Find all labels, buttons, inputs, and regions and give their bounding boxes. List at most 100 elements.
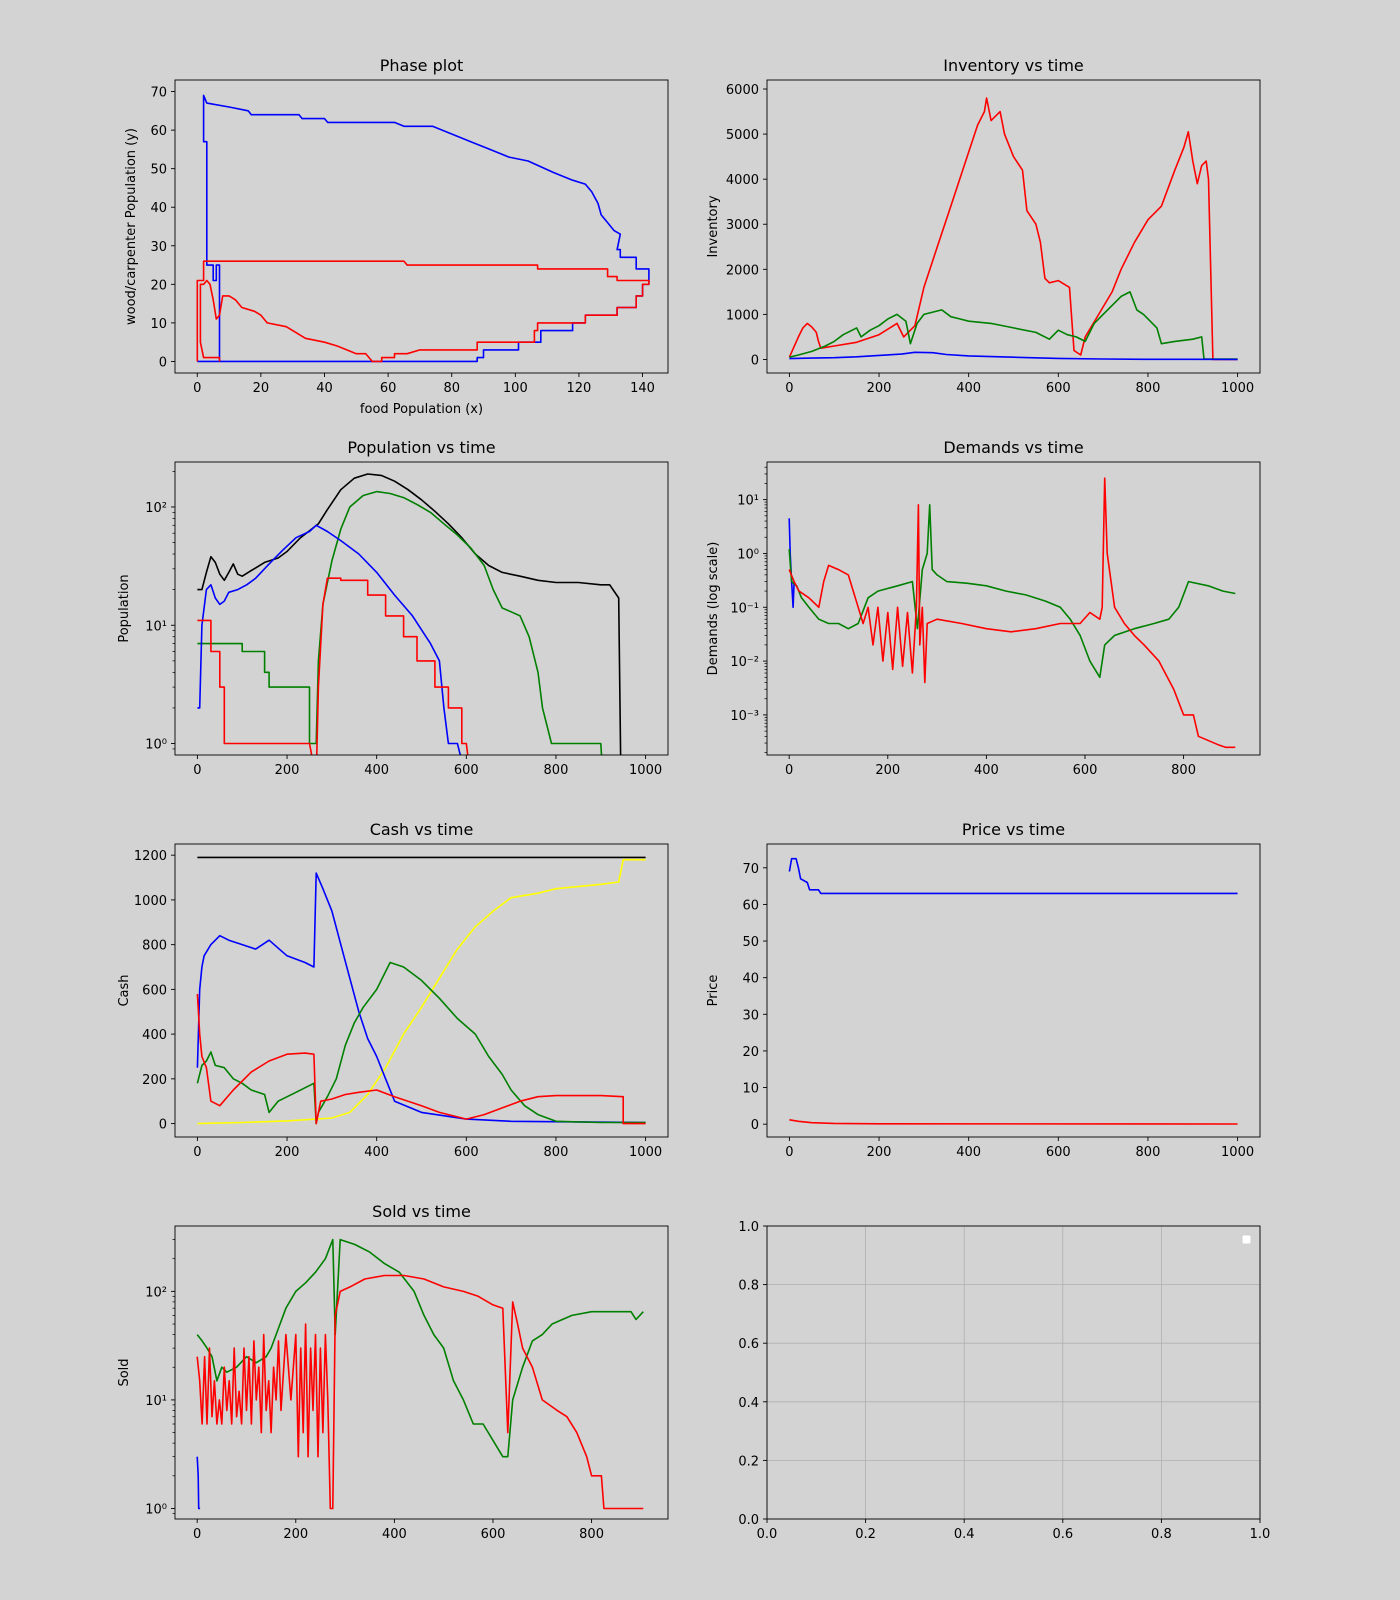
axes-frame: [174, 461, 669, 756]
x-tick-label: 600: [1046, 1145, 1071, 1160]
x-tick-label: 0.4: [954, 1527, 975, 1542]
x-tick-label: 1000: [1221, 1145, 1254, 1160]
x-tick-label: 0: [193, 763, 201, 778]
x-tick-label: 0.8: [1151, 1527, 1172, 1542]
x-tick-label: 800: [544, 763, 569, 778]
x-tick-label: 800: [1171, 763, 1196, 778]
series-line-1: [197, 94, 650, 363]
series-line-2: [196, 1238, 644, 1458]
x-tick-label: 600: [454, 763, 479, 778]
series-line-4: [196, 961, 646, 1125]
y-tick-label: 10¹: [145, 619, 167, 634]
x-tick-label: 800: [1136, 381, 1161, 396]
y-tick-label: 10⁰: [145, 1502, 167, 1517]
x-tick-label: 40: [316, 381, 333, 396]
plot-area: [175, 1226, 668, 1519]
y-tick-label: 800: [142, 939, 167, 954]
x-tick-label: 400: [364, 763, 389, 778]
y-tick-label: 5000: [726, 128, 759, 143]
plot-area: [175, 80, 668, 373]
series-line-2: [789, 291, 1238, 360]
series-group: [788, 857, 1238, 1125]
legend-box: [1241, 1234, 1252, 1245]
y-tick-label: 60: [150, 124, 167, 139]
axes-frame: [174, 79, 669, 374]
x-tick-label: 600: [454, 1145, 479, 1160]
x-tick-label: 140: [630, 381, 655, 396]
y-axis-label: Price: [706, 975, 721, 1007]
plot-area: [175, 844, 668, 1137]
x-tick-label: 800: [544, 1145, 569, 1160]
x-tick-label: 200: [875, 763, 900, 778]
chart-title: Inventory vs time: [943, 56, 1084, 75]
y-axis-label: Sold: [117, 1358, 132, 1386]
series-group: [788, 477, 1236, 749]
x-tick-label: 0: [785, 381, 793, 396]
chart-title: Cash vs time: [370, 820, 474, 839]
x-tick-label: 0.2: [855, 1527, 876, 1542]
y-tick-label: 0.4: [738, 1396, 759, 1411]
y-tick-label: 6000: [726, 83, 759, 98]
series-line-5: [196, 993, 646, 1125]
series-line-3: [197, 524, 462, 755]
chart-title: Price vs time: [962, 820, 1065, 839]
chart-inventory: 0 200 400 600 800 1000 0 1000 2000 3000 4000 5000 60…: [706, 56, 1261, 396]
y-tick-label: 30: [150, 240, 167, 255]
y-tick-label: 0.8: [738, 1279, 759, 1294]
y-tick-label: 70: [742, 862, 759, 877]
plot-area: [767, 462, 1260, 755]
chart-empty: 0.0 0.2 0.4 0.6 0.8 1.0 0.0 0.2 0.4 0.6 0.8 1.0: [738, 1220, 1270, 1542]
x-tick-label: 1000: [629, 763, 662, 778]
y-tick-label: 50: [150, 163, 167, 178]
y-axis-label: wood/carpenter Population (y): [124, 128, 139, 325]
chart-title: Population vs time: [347, 438, 495, 457]
x-tick-label: 400: [364, 1145, 389, 1160]
series-line-3: [789, 351, 1238, 361]
y-tick-label: 20: [150, 278, 167, 293]
y-tick-label: 0: [751, 1118, 759, 1133]
x-tick-label: 80: [443, 381, 460, 396]
y-tick-label: 70: [150, 86, 167, 101]
x-tick-label: 0: [785, 763, 793, 778]
y-tick-label: 10⁰: [145, 738, 167, 753]
x-axis-label: food Population (x): [360, 402, 483, 417]
y-tick-label: 400: [142, 1028, 167, 1043]
x-tick-label: 400: [956, 1145, 981, 1160]
series-line-2: [197, 858, 646, 1125]
y-tick-label: 0: [751, 353, 759, 368]
y-tick-label: 0: [159, 355, 167, 370]
x-tick-label: 0: [193, 1527, 201, 1542]
series-group: [196, 856, 646, 1125]
y-axis-label: Population: [117, 574, 132, 642]
x-tick-label: 400: [974, 763, 999, 778]
x-tick-label: 60: [380, 381, 397, 396]
x-tick-label: 0: [193, 1145, 201, 1160]
x-tick-label: 600: [1073, 763, 1098, 778]
x-tick-label: 800: [579, 1527, 604, 1542]
series-line-3: [196, 872, 646, 1124]
plot-area: [767, 844, 1260, 1137]
x-tick-label: 0.6: [1052, 1527, 1073, 1542]
series-line-1: [788, 97, 1238, 361]
x-tick-label: 100: [503, 381, 528, 396]
chart-phase: 0 20 40 60 80 100 120 140 0 10 20 30 40 50 60 70 Phase p…: [124, 56, 669, 417]
y-tick-label: 1000: [726, 308, 759, 323]
y-tick-label: 30: [742, 1008, 759, 1023]
x-tick-label: 200: [283, 1527, 308, 1542]
x-tick-label: 800: [1136, 1145, 1161, 1160]
series-line-4: [197, 577, 469, 755]
y-tick-label: 1200: [134, 849, 167, 864]
series-line-2: [196, 260, 650, 363]
series-line-1: [197, 473, 622, 755]
x-tick-label: 600: [1046, 381, 1071, 396]
y-tick-label: 10: [742, 1082, 759, 1097]
y-tick-label: 4000: [726, 173, 759, 188]
series-line-2: [788, 504, 1236, 679]
series-group: [196, 1238, 644, 1510]
y-tick-label: 50: [742, 935, 759, 950]
x-tick-label: 200: [867, 1145, 892, 1160]
x-tick-label: 200: [275, 763, 300, 778]
y-axis-label: Inventory: [706, 195, 721, 257]
chart-price: 0 200 400 600 800 1000 0 10 20 30 40 50 60 70 Price vs…: [706, 820, 1261, 1160]
x-tick-label: 120: [567, 381, 592, 396]
